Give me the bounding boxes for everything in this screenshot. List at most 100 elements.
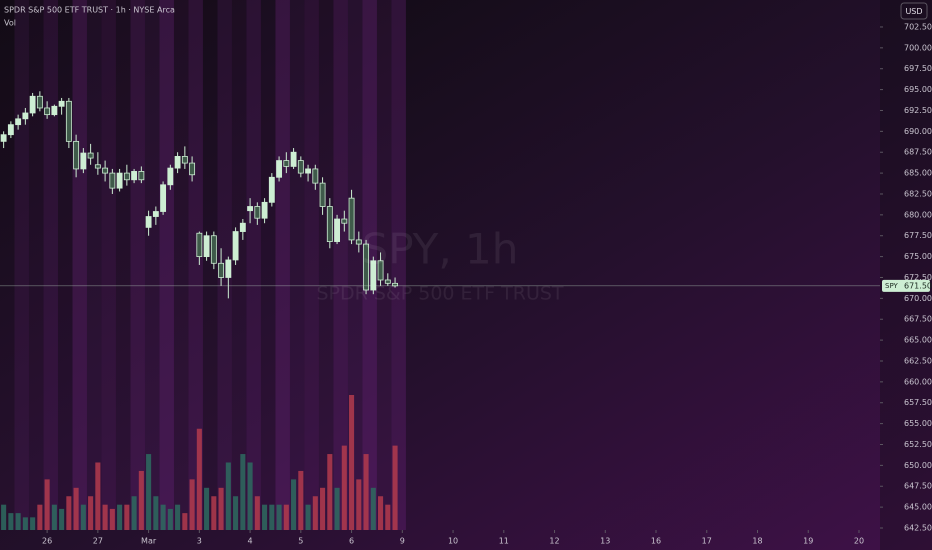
candle-body (283, 160, 290, 167)
y-tick-label: 692.50 (904, 106, 932, 115)
candle-body (138, 171, 145, 181)
volume-bar (95, 462, 101, 530)
y-tick-label: 672.50 (904, 273, 932, 282)
candle-body (210, 235, 217, 264)
volume-bar (59, 508, 65, 530)
session-band (231, 0, 247, 530)
session-band (159, 0, 174, 530)
volume-bar (211, 496, 217, 530)
volume-bar (196, 428, 202, 530)
volume-bar (109, 508, 115, 530)
candle-body (239, 222, 246, 232)
legend-title: SPDR S&P 500 ETF TRUST · 1h · NYSE Arca (4, 6, 175, 15)
y-tick-label: 655.00 (904, 419, 932, 428)
watermark-symbol: SPY, 1h (362, 225, 519, 274)
session-band (72, 0, 87, 530)
candle-body (80, 152, 87, 170)
volume-bar (233, 496, 239, 530)
x-tick-label: 4 (248, 537, 253, 546)
session-band (217, 0, 232, 530)
volume-bar (22, 517, 28, 530)
volume-bar (247, 462, 253, 530)
y-tick-label: 642.50 (904, 523, 932, 532)
candle-body (363, 243, 369, 291)
volume-bar (51, 504, 57, 530)
session-band (57, 0, 73, 530)
watermark-name: SPDR S&P 500 ETF TRUST (316, 283, 563, 305)
candle-body (276, 160, 283, 178)
x-tick-label: 13 (600, 537, 610, 546)
volume-bar (327, 454, 333, 530)
x-tick-label: 20 (854, 537, 864, 546)
currency-button[interactable] (900, 2, 928, 20)
volume-bar (73, 487, 79, 530)
session-band (376, 0, 392, 530)
volume-bar (305, 504, 311, 530)
volume-bar (254, 496, 260, 530)
session-band (14, 0, 29, 530)
volume-bar (298, 470, 304, 530)
candle-body (15, 118, 22, 126)
session-bands (0, 0, 406, 530)
volume-bar (146, 454, 152, 530)
candle-body (174, 156, 181, 169)
volume-bar (66, 496, 72, 530)
candle-body (0, 134, 7, 142)
volume-bar (204, 487, 210, 530)
candle-body (94, 164, 101, 169)
candle-body (160, 184, 167, 212)
candle-body (44, 107, 51, 116)
volume-bar (44, 479, 50, 530)
volume-bar (269, 504, 275, 530)
volume-bar (276, 504, 282, 530)
candle-body (370, 260, 377, 291)
y-tick-label: 680.00 (904, 210, 932, 219)
volume-bar (363, 454, 369, 530)
candle-body (167, 167, 174, 186)
volume-bar (240, 454, 246, 530)
candle-body (355, 239, 362, 245)
candle-body (116, 172, 123, 189)
session-band (86, 0, 102, 530)
price-axis-bg (880, 0, 932, 550)
y-tick-label: 670.00 (904, 294, 932, 303)
session-band (101, 0, 116, 530)
volume-bar (370, 487, 376, 530)
candle-body (268, 176, 275, 203)
candle-body (87, 152, 94, 159)
volume-bar (88, 496, 94, 530)
candle-body (377, 260, 384, 281)
session-band (0, 0, 15, 530)
session-band (144, 0, 160, 530)
candle-body (326, 206, 333, 242)
session-band (43, 0, 58, 530)
session-band (362, 0, 377, 530)
y-tick-label: 665.00 (904, 336, 932, 345)
currency-label[interactable]: USD (905, 7, 922, 16)
volume-bar (8, 513, 14, 530)
volume-legend: Vol (4, 19, 16, 28)
candle-body (319, 182, 326, 207)
volume-bar (334, 487, 340, 530)
volume-bar (124, 504, 130, 530)
y-tick-label: 660.00 (904, 377, 932, 386)
y-tick-label: 695.00 (904, 85, 932, 94)
volume-bar (30, 517, 36, 530)
session-band (115, 0, 131, 530)
volume-bar (320, 487, 326, 530)
x-tick-label: 18 (752, 537, 762, 546)
candle-body (7, 124, 14, 136)
price-label-value: 671.50 (904, 281, 932, 290)
session-band (173, 0, 189, 530)
candle-body (203, 235, 210, 258)
candle-body (341, 218, 348, 224)
candle-body (123, 172, 130, 181)
price-label-symbol: SPY (885, 282, 899, 290)
candle-body (58, 100, 65, 107)
candle-body (181, 156, 188, 164)
x-tick-label: 19 (803, 537, 813, 546)
y-tick-label: 675.00 (904, 252, 932, 261)
y-tick-label: 685.00 (904, 169, 932, 178)
x-tick-label: Mar (141, 537, 157, 546)
